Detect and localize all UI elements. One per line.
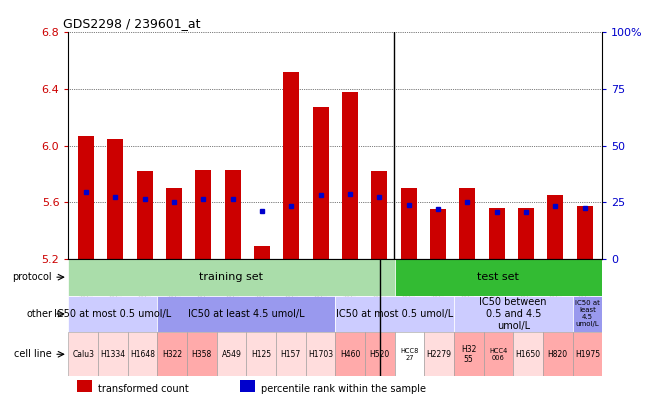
Bar xyxy=(572,296,602,333)
Bar xyxy=(400,188,417,259)
Text: H358: H358 xyxy=(191,350,212,359)
Bar xyxy=(98,333,128,376)
Bar xyxy=(488,208,505,259)
Text: IC50 between
0.5 and 4.5
umol/L: IC50 between 0.5 and 4.5 umol/L xyxy=(479,297,547,330)
Text: protocol: protocol xyxy=(12,272,52,282)
Bar xyxy=(137,171,153,259)
Bar xyxy=(543,333,572,376)
Bar xyxy=(305,333,335,376)
Bar xyxy=(276,333,305,376)
Text: training set: training set xyxy=(199,272,264,282)
Text: H1975: H1975 xyxy=(575,350,600,359)
Bar xyxy=(128,333,158,376)
Bar xyxy=(217,333,246,376)
Text: H32
55: H32 55 xyxy=(461,345,477,364)
Text: H2279: H2279 xyxy=(426,350,452,359)
Bar xyxy=(254,246,270,259)
Text: H820: H820 xyxy=(547,350,568,359)
Bar xyxy=(246,333,276,376)
Text: GDS2298 / 239601_at: GDS2298 / 239601_at xyxy=(63,17,201,30)
Bar xyxy=(459,188,475,259)
Bar xyxy=(158,333,187,376)
Text: H1650: H1650 xyxy=(516,350,540,359)
Bar xyxy=(68,333,98,376)
Bar xyxy=(572,333,602,376)
Bar xyxy=(240,380,255,392)
Bar xyxy=(78,136,94,259)
Bar xyxy=(371,171,387,259)
Text: test set: test set xyxy=(477,272,519,282)
Text: H322: H322 xyxy=(162,350,182,359)
Bar xyxy=(312,107,329,259)
Bar xyxy=(454,296,572,333)
Bar xyxy=(513,333,543,376)
Bar xyxy=(166,188,182,259)
Text: IC50 at most 0.5 umol/L: IC50 at most 0.5 umol/L xyxy=(54,309,171,319)
Text: IC50 at most 0.5 umol/L: IC50 at most 0.5 umol/L xyxy=(336,309,453,319)
Text: cell line: cell line xyxy=(14,349,52,359)
Bar xyxy=(335,296,454,333)
Bar xyxy=(518,208,534,259)
Bar xyxy=(547,195,563,259)
Bar xyxy=(225,170,241,259)
Text: H1334: H1334 xyxy=(100,350,126,359)
Text: HCC8
27: HCC8 27 xyxy=(400,348,419,361)
Bar xyxy=(577,207,592,259)
Text: HCC4
006: HCC4 006 xyxy=(489,348,508,361)
Bar xyxy=(77,380,92,392)
Text: other: other xyxy=(26,309,52,319)
Text: transformed count: transformed count xyxy=(98,384,189,394)
Text: IC50 at
least
4.5
umol/L: IC50 at least 4.5 umol/L xyxy=(575,301,600,327)
Bar xyxy=(342,92,358,259)
Text: A549: A549 xyxy=(221,350,242,359)
Text: IC50 at least 4.5 umol/L: IC50 at least 4.5 umol/L xyxy=(188,309,305,319)
Bar xyxy=(424,333,454,376)
Text: percentile rank within the sample: percentile rank within the sample xyxy=(261,384,426,394)
Bar xyxy=(395,333,424,376)
Bar xyxy=(484,333,513,376)
Bar xyxy=(107,139,123,259)
Text: H1703: H1703 xyxy=(308,350,333,359)
Text: H1648: H1648 xyxy=(130,350,155,359)
Bar xyxy=(195,170,212,259)
Bar xyxy=(395,259,602,296)
Bar xyxy=(365,333,395,376)
Bar xyxy=(283,72,299,259)
Bar xyxy=(187,333,217,376)
Bar xyxy=(68,296,158,333)
Text: H157: H157 xyxy=(281,350,301,359)
Text: H520: H520 xyxy=(370,350,390,359)
Bar xyxy=(335,333,365,376)
Bar xyxy=(158,296,335,333)
Text: H125: H125 xyxy=(251,350,271,359)
Bar xyxy=(430,209,446,259)
Bar xyxy=(454,333,484,376)
Text: Calu3: Calu3 xyxy=(72,350,94,359)
Bar xyxy=(68,259,395,296)
Text: H460: H460 xyxy=(340,350,360,359)
